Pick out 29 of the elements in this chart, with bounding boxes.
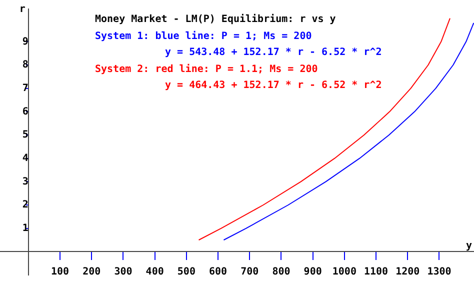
text: System 2: red line: P = 1.1; Ms = 200 bbox=[95, 63, 318, 75]
y-tick-label: 2 bbox=[22, 200, 28, 211]
y-tick-label: 7 bbox=[22, 82, 28, 94]
x-tick-label: 800 bbox=[272, 266, 290, 278]
x-tick-label: 400 bbox=[146, 266, 164, 278]
y-axis-title: r bbox=[19, 4, 26, 15]
x-tick-label: 200 bbox=[82, 266, 101, 278]
x-tick-label: 1200 bbox=[396, 266, 420, 278]
x-axis-title: y bbox=[466, 240, 472, 252]
x-tick-label: 300 bbox=[114, 266, 132, 278]
y-tick-label: 9 bbox=[22, 36, 28, 48]
annotation: y = 543.48 + 152.17 * r - 6.52 * r^2 bbox=[165, 47, 382, 58]
y-tick-label: 3 bbox=[22, 176, 28, 188]
x-tick-label: 1100 bbox=[364, 266, 388, 278]
y-tick-label: 1 bbox=[22, 222, 28, 234]
x-tick-label: 500 bbox=[177, 266, 196, 278]
y-tick-label: 4 bbox=[22, 152, 28, 164]
text: System 1: blue line: P = 1; Ms = 200 bbox=[95, 30, 312, 42]
x-tick-label: 1000 bbox=[332, 266, 356, 278]
x-tick-label: 600 bbox=[209, 266, 228, 278]
x-tick-label: 700 bbox=[240, 266, 259, 278]
x-tick-label: 1300 bbox=[427, 266, 452, 278]
y-tick-label: 6 bbox=[22, 106, 28, 118]
x-tick-label: 100 bbox=[51, 266, 70, 278]
annotation: y = 464.43 + 152.17 * r - 6.52 * r^2 bbox=[165, 80, 382, 91]
y-tick-label: 5 bbox=[22, 130, 28, 141]
text: Money Market - LM(P) Equilibrium: r vs y bbox=[95, 13, 336, 25]
x-tick-label: 900 bbox=[304, 266, 322, 278]
y-tick-label: 8 bbox=[22, 60, 28, 71]
